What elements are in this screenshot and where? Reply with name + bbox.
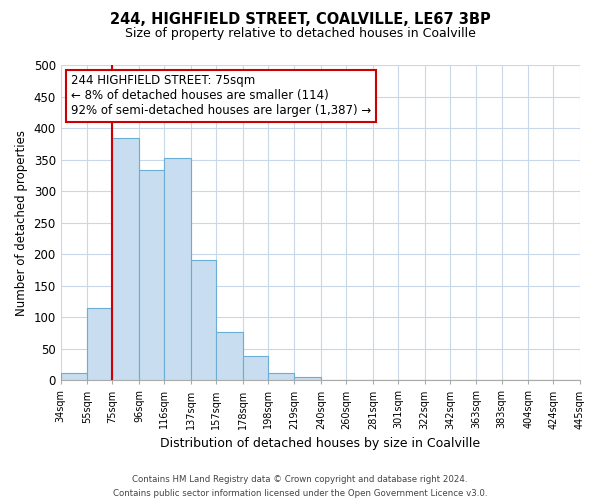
Bar xyxy=(216,332,242,380)
Bar xyxy=(295,377,321,380)
X-axis label: Distribution of detached houses by size in Coalville: Distribution of detached houses by size … xyxy=(160,437,481,450)
Text: Size of property relative to detached houses in Coalville: Size of property relative to detached ho… xyxy=(125,28,475,40)
Bar xyxy=(139,170,164,380)
Text: Contains HM Land Registry data © Crown copyright and database right 2024.
Contai: Contains HM Land Registry data © Crown c… xyxy=(113,476,487,498)
Text: 244, HIGHFIELD STREET, COALVILLE, LE67 3BP: 244, HIGHFIELD STREET, COALVILLE, LE67 3… xyxy=(110,12,490,28)
Bar xyxy=(191,260,216,380)
Text: 244 HIGHFIELD STREET: 75sqm
← 8% of detached houses are smaller (114)
92% of sem: 244 HIGHFIELD STREET: 75sqm ← 8% of deta… xyxy=(71,74,371,118)
Bar xyxy=(87,308,112,380)
Bar xyxy=(61,372,87,380)
Bar xyxy=(242,356,268,380)
Bar xyxy=(164,158,191,380)
Bar xyxy=(268,372,295,380)
Bar xyxy=(112,138,139,380)
Y-axis label: Number of detached properties: Number of detached properties xyxy=(15,130,28,316)
